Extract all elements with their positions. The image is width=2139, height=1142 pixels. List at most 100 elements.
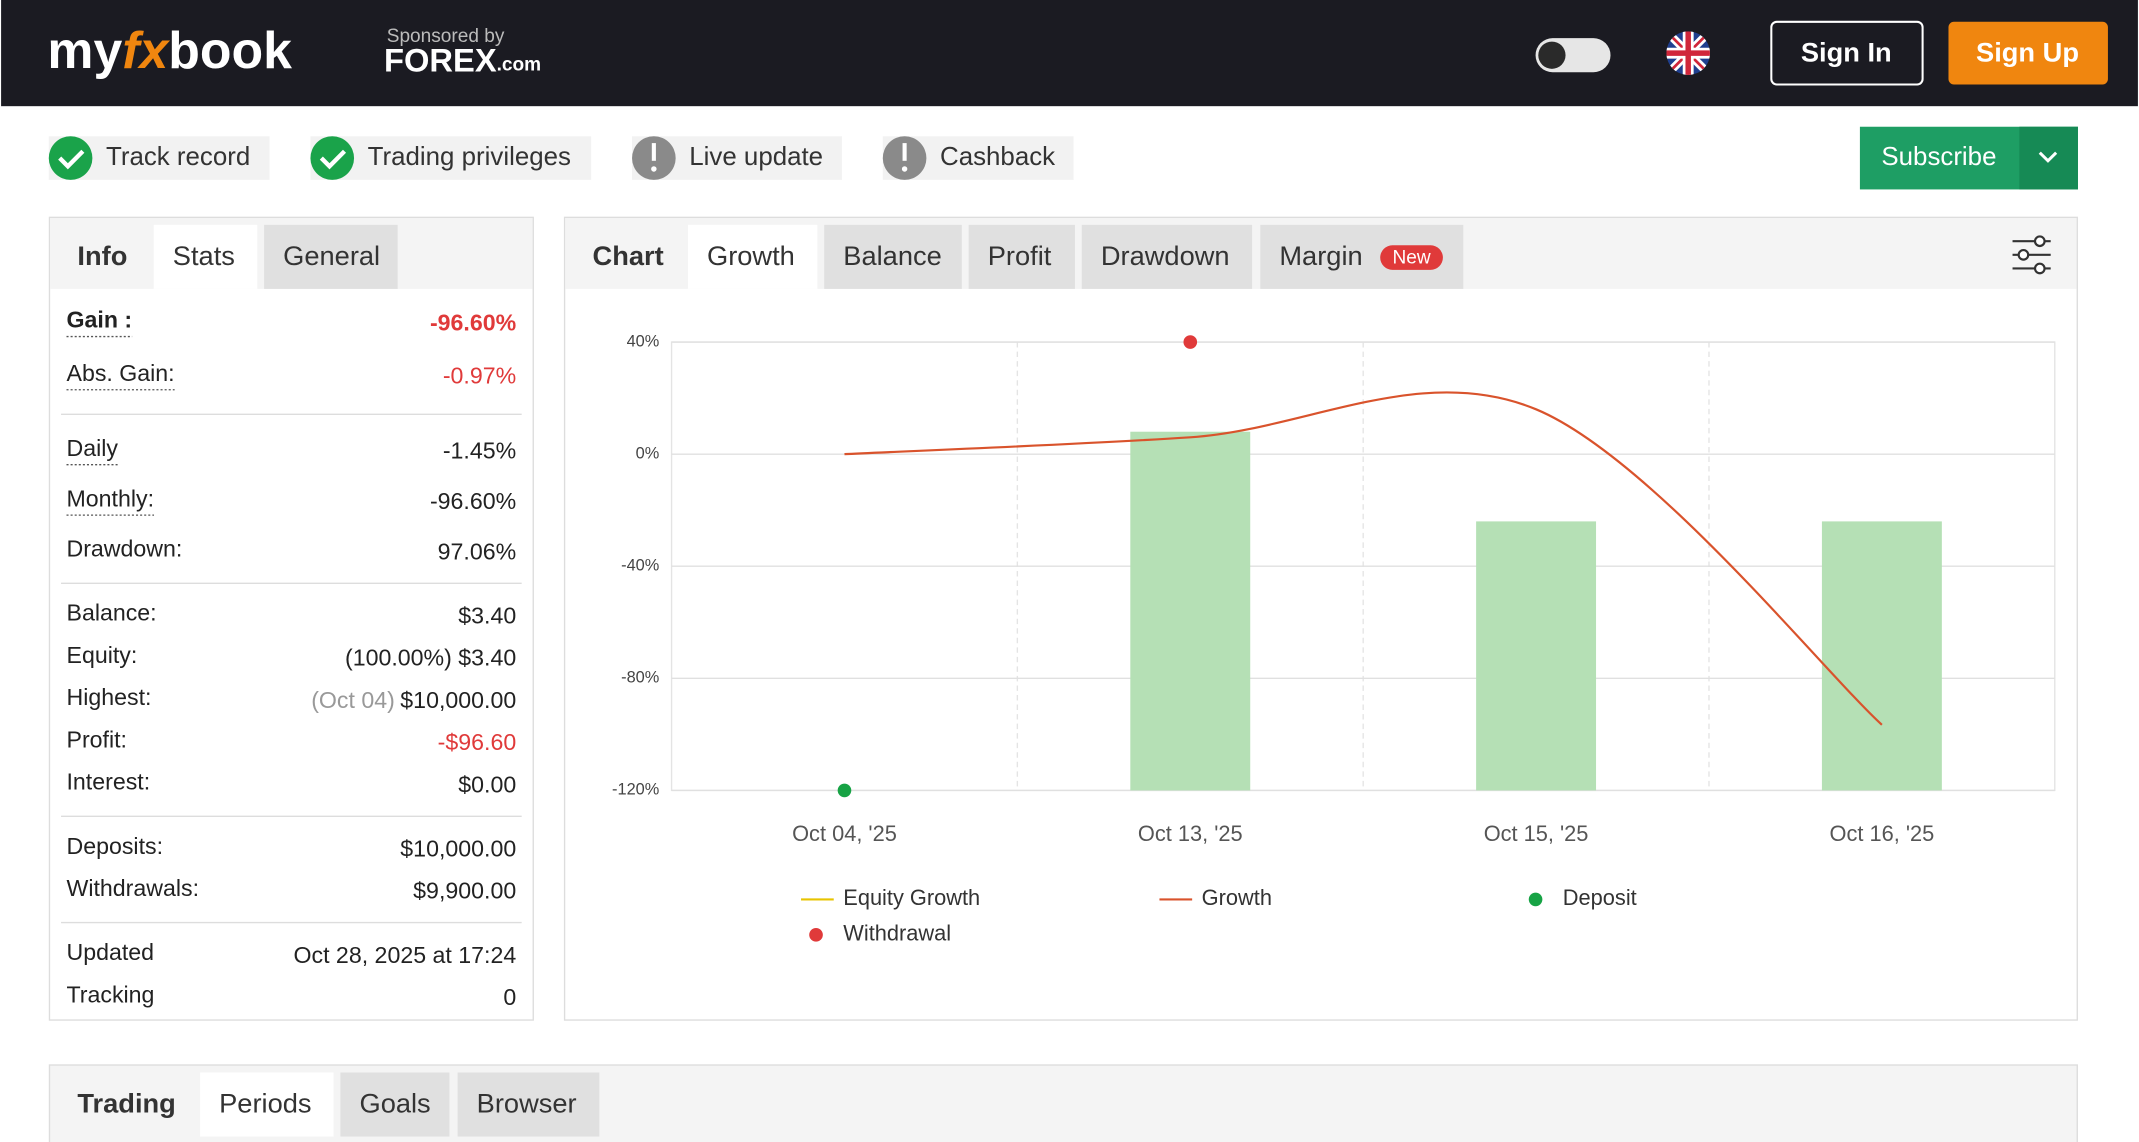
tab-label[interactable]: Info bbox=[77, 240, 127, 271]
language-flag[interactable] bbox=[1666, 31, 1711, 75]
stat-label: Daily bbox=[67, 435, 119, 461]
tab[interactable] bbox=[457, 1072, 600, 1137]
stat-label: Interest: bbox=[67, 769, 151, 795]
exclaim bbox=[902, 143, 907, 161]
series-dot bbox=[1183, 335, 1198, 349]
check-mark bbox=[319, 149, 347, 170]
tab[interactable] bbox=[340, 1072, 450, 1137]
sponsor-name: FOREX bbox=[384, 41, 497, 78]
stat-label: Balance: bbox=[67, 600, 157, 626]
exclaim-dot bbox=[901, 166, 908, 172]
stat-label: Equity: bbox=[67, 642, 138, 668]
tab-label[interactable]: Goals bbox=[359, 1087, 430, 1118]
tab[interactable] bbox=[153, 224, 258, 289]
logo-part: book bbox=[168, 21, 292, 79]
tab-label[interactable]: Periods bbox=[219, 1087, 311, 1118]
sign-up-label: Sign Up bbox=[1976, 37, 2079, 68]
bar bbox=[1130, 431, 1251, 791]
tab[interactable] bbox=[264, 224, 398, 289]
tab-label[interactable]: Trading bbox=[77, 1087, 175, 1118]
exclaim bbox=[651, 143, 656, 161]
badge-label: Cashback bbox=[940, 143, 1055, 171]
stat-label: Withdrawals: bbox=[67, 875, 200, 901]
sign-up-button[interactable] bbox=[1948, 21, 2108, 85]
tab[interactable] bbox=[824, 224, 962, 289]
stat-label: Updated bbox=[67, 939, 155, 965]
tab-label[interactable]: General bbox=[283, 240, 380, 271]
toggle-knob bbox=[1538, 41, 1566, 69]
stat-label: Deposits: bbox=[67, 833, 164, 859]
stat-value: $9,900.00 bbox=[413, 878, 516, 904]
badge-label: Live update bbox=[689, 143, 823, 171]
sponsor-tld: .com bbox=[497, 54, 541, 75]
tab[interactable] bbox=[200, 1072, 334, 1137]
badge-icon bbox=[310, 136, 355, 180]
badge bbox=[310, 136, 592, 180]
chevron bbox=[2038, 151, 2058, 163]
tab[interactable] bbox=[968, 224, 1075, 289]
stat-label: Highest: bbox=[67, 684, 152, 710]
stat-value: $10,000.00 bbox=[400, 835, 516, 861]
legend-swatch bbox=[809, 928, 823, 942]
y-tick-label: 0% bbox=[636, 444, 660, 462]
tab-label[interactable]: Drawdown bbox=[1101, 240, 1230, 271]
stats-panel bbox=[48, 216, 534, 1021]
tab-label[interactable]: Margin bbox=[1279, 240, 1362, 271]
logo-part: fx bbox=[122, 21, 170, 79]
exclaim-dot bbox=[651, 166, 657, 172]
stat-label: Drawdown: bbox=[67, 536, 183, 562]
tab-label[interactable]: Browser bbox=[477, 1087, 577, 1118]
stat-value: $10,000.00 bbox=[400, 687, 516, 713]
legend-label[interactable]: Growth bbox=[1202, 885, 1272, 910]
legend-swatch bbox=[1528, 892, 1543, 907]
sign-in-label: Sign In bbox=[1801, 37, 1892, 68]
tab-label[interactable]: Balance bbox=[843, 240, 941, 271]
stat-note: (Oct 04) bbox=[311, 687, 395, 713]
series-dot bbox=[837, 783, 852, 798]
bar bbox=[1476, 521, 1597, 791]
stat-value: -1.45% bbox=[443, 438, 516, 464]
stat-value: -0.97% bbox=[443, 363, 516, 389]
tab-label[interactable]: Chart bbox=[593, 240, 664, 271]
tab-label[interactable]: Growth bbox=[707, 240, 795, 271]
stat-value: -96.60% bbox=[430, 309, 516, 335]
tab[interactable] bbox=[1081, 224, 1253, 289]
x-tick-label: Oct 13, '25 bbox=[1138, 821, 1243, 846]
new-badge-label: New bbox=[1392, 247, 1430, 268]
badge-icon bbox=[48, 136, 93, 180]
y-tick-label: -80% bbox=[621, 669, 659, 687]
sign-in-button[interactable] bbox=[1770, 20, 1924, 86]
legend-label[interactable]: Equity Growth bbox=[843, 885, 980, 910]
legend-label[interactable]: Deposit bbox=[1563, 885, 1637, 910]
y-tick-label: 40% bbox=[627, 332, 660, 350]
stat-value: 97.06% bbox=[438, 538, 517, 564]
y-tick-label: -40% bbox=[621, 557, 659, 575]
x-tick-label: Oct 04, '25 bbox=[792, 821, 897, 846]
check-mark bbox=[58, 149, 85, 170]
tab-label[interactable]: Stats bbox=[173, 240, 235, 271]
stat-value: (100.00%) $3.40 bbox=[345, 645, 516, 671]
stat-label: Tracking bbox=[67, 981, 155, 1007]
stat-label: Gain : bbox=[67, 307, 133, 333]
y-tick-label: -120% bbox=[612, 781, 659, 799]
stat-label: Abs. Gain: bbox=[67, 360, 175, 386]
series-line bbox=[844, 391, 1883, 726]
stat-value: 0 bbox=[503, 984, 516, 1010]
subscribe-label: Subscribe bbox=[1881, 143, 1996, 171]
stat-label: Profit: bbox=[67, 726, 127, 752]
chart-settings-icon[interactable] bbox=[2012, 235, 2051, 275]
legend-label[interactable]: Withdrawal bbox=[843, 921, 951, 946]
logo-part: my bbox=[47, 21, 122, 79]
stat-value: -96.60% bbox=[430, 488, 516, 514]
x-tick-label: Oct 15, '25 bbox=[1484, 821, 1589, 846]
badge-label: Track record bbox=[106, 143, 250, 171]
stat-value: $0.00 bbox=[458, 771, 516, 797]
badge-label: Trading privileges bbox=[368, 143, 571, 171]
tab[interactable] bbox=[687, 224, 818, 289]
new-badge bbox=[1380, 245, 1443, 270]
top-bar bbox=[1, 0, 2138, 107]
stat-label: Monthly: bbox=[67, 485, 155, 511]
sponsor-line: Sponsored by bbox=[387, 26, 505, 47]
tab-label[interactable]: Profit bbox=[988, 240, 1052, 271]
